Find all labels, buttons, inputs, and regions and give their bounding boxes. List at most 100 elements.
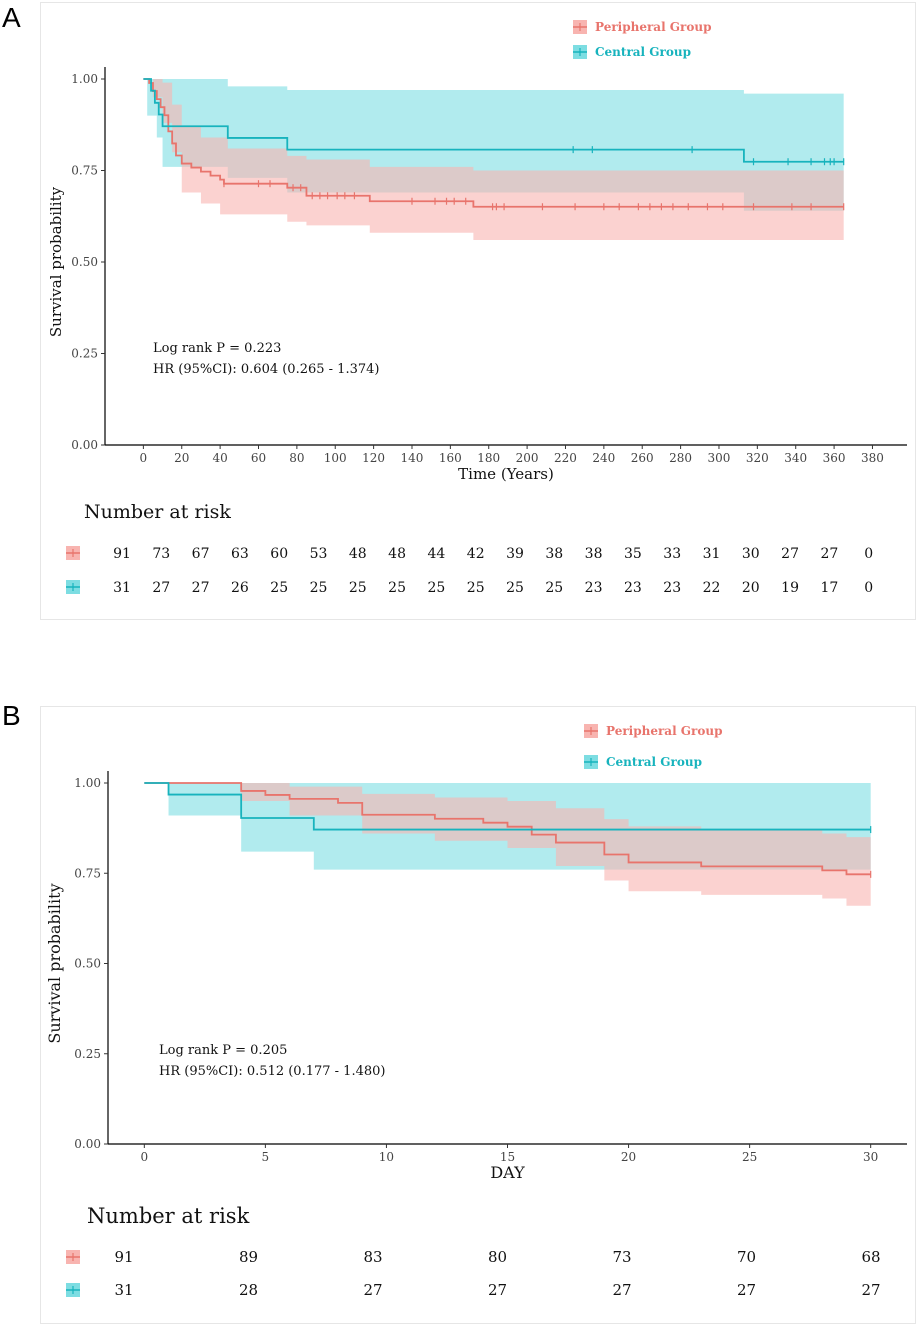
risk-table-title: Number at risk <box>84 501 231 523</box>
risk-table-cell: 31 <box>113 580 131 596</box>
x-tick-label: 140 <box>401 451 424 465</box>
risk-table-cell: 27 <box>820 546 838 562</box>
x-tick-label: 80 <box>289 451 304 465</box>
x-tick-label: 0 <box>140 1150 148 1164</box>
risk-table-cell: 20 <box>742 580 760 596</box>
risk-table-cell: 27 <box>861 1281 880 1299</box>
risk-table-cell: 17 <box>820 580 838 596</box>
risk-table-cell: 73 <box>612 1248 631 1266</box>
risk-table-cell: 70 <box>737 1248 756 1266</box>
risk-table-cell: 27 <box>363 1281 382 1299</box>
x-tick-label: 20 <box>174 451 189 465</box>
y-tick-label: 0.00 <box>74 1137 101 1151</box>
x-tick-label: 320 <box>746 451 769 465</box>
y-tick-label: 1.00 <box>71 72 98 86</box>
risk-table-cell: 73 <box>152 546 170 562</box>
x-axis-label: DAY <box>490 1163 525 1182</box>
x-tick-label: 260 <box>631 451 654 465</box>
km-panel-a: 0.00 0.25 0.50 0.75 1.00 0 20 40 60 80 100 120 140 16… <box>47 20 907 596</box>
y-tick-label: 0.00 <box>71 438 98 452</box>
x-tick-label: 40 <box>212 451 227 465</box>
risk-table-cell: 25 <box>270 580 288 596</box>
central-survival-curve <box>144 782 871 831</box>
x-tick-label: 180 <box>477 451 500 465</box>
risk-table-cell: 42 <box>467 546 485 562</box>
risk-table-cell: 27 <box>781 546 799 562</box>
risk-table-title: Number at risk <box>87 1204 250 1228</box>
risk-table-cell: 0 <box>864 580 873 596</box>
risk-table-cell: 38 <box>585 546 603 562</box>
panel-b-label: B <box>2 700 21 731</box>
risk-table-cell: 26 <box>231 580 249 596</box>
x-tick-label: 200 <box>516 451 539 465</box>
risk-table-cell: 38 <box>545 546 563 562</box>
x-tick-label: 220 <box>554 451 577 465</box>
peripheral-survival-curve <box>143 78 844 208</box>
y-axis-label: Survival probability <box>47 186 65 337</box>
risk-table-cell: 27 <box>737 1281 756 1299</box>
x-tick-label: 0 <box>140 451 148 465</box>
risk-table-cell: 25 <box>545 580 563 596</box>
risk-table-cell: 80 <box>488 1248 507 1266</box>
risk-table-cell: 68 <box>861 1248 880 1266</box>
risk-table-cell: 25 <box>427 580 445 596</box>
x-tick-label: 380 <box>861 451 884 465</box>
risk-table-cell: 27 <box>488 1281 507 1299</box>
hr-annotation: HR (95%CI): 0.512 (0.177 - 1.480) <box>159 1064 385 1079</box>
risk-table-cell: 91 <box>114 1248 133 1266</box>
risk-table-cell: 27 <box>192 580 210 596</box>
x-tick-label: 340 <box>784 451 807 465</box>
x-tick-label: 360 <box>823 451 846 465</box>
risk-table-cell: 27 <box>612 1281 631 1299</box>
x-tick-label: 20 <box>621 1150 636 1164</box>
y-axis-label: Survival probability <box>45 883 64 1043</box>
risk-table-cell: 44 <box>427 546 445 562</box>
risk-table-cell: 67 <box>192 546 210 562</box>
x-tick-label: 25 <box>742 1150 757 1164</box>
x-tick-label: 120 <box>362 451 385 465</box>
y-tick-label: 0.75 <box>71 164 98 178</box>
central-survival-curve <box>143 78 844 163</box>
risk-table-cell: 83 <box>363 1248 382 1266</box>
peripheral-ci-band <box>144 783 871 906</box>
risk-table-cell: 60 <box>270 546 288 562</box>
peripheral-survival-curve <box>144 782 871 876</box>
risk-table-cell: 23 <box>663 580 681 596</box>
x-axis-label: Time (Years) <box>458 465 554 483</box>
x-tick-label: 280 <box>669 451 692 465</box>
risk-table-cell: 31 <box>703 546 721 562</box>
legend-label: Peripheral Group <box>595 20 712 34</box>
risk-table-cell: 25 <box>506 580 524 596</box>
y-tick-label: 0.25 <box>71 347 98 361</box>
risk-table-cell: 25 <box>310 580 328 596</box>
x-tick-label: 10 <box>379 1150 394 1164</box>
risk-table-cell: 19 <box>781 580 799 596</box>
y-tick-label: 0.75 <box>74 866 101 880</box>
risk-table-cell: 39 <box>506 546 524 562</box>
panel-a-label: A <box>2 2 21 33</box>
risk-table-cell: 23 <box>585 580 603 596</box>
x-tick-label: 300 <box>708 451 731 465</box>
peripheral-ci-band <box>143 79 844 241</box>
y-tick-label: 1.00 <box>74 776 101 790</box>
risk-table-cell: 23 <box>624 580 642 596</box>
x-tick-label: 5 <box>262 1150 270 1164</box>
risk-table-cell: 53 <box>310 546 328 562</box>
x-tick-label: 60 <box>251 451 266 465</box>
risk-table-cell: 25 <box>349 580 367 596</box>
log-rank-annotation: Log rank P = 0.223 <box>153 341 281 356</box>
risk-table-cell: 89 <box>239 1248 258 1266</box>
risk-table-cell: 33 <box>663 546 681 562</box>
risk-table-cell: 30 <box>742 546 760 562</box>
y-tick-label: 0.25 <box>74 1047 101 1061</box>
legend-label: Central Group <box>606 755 702 769</box>
risk-table-cell: 63 <box>231 546 249 562</box>
x-tick-label: 30 <box>863 1150 878 1164</box>
risk-table-cell: 27 <box>152 580 170 596</box>
x-tick-label: 160 <box>439 451 462 465</box>
risk-table-cell: 48 <box>388 546 406 562</box>
risk-table-cell: 48 <box>349 546 367 562</box>
risk-table-cell: 25 <box>388 580 406 596</box>
risk-table-cell: 35 <box>624 546 642 562</box>
